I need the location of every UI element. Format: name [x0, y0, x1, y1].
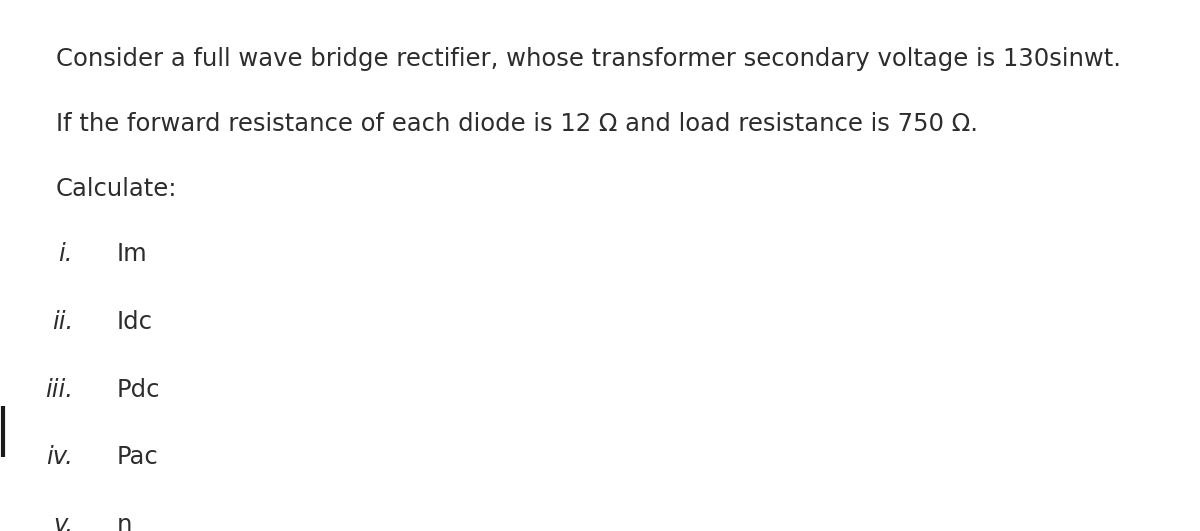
Text: η: η: [116, 513, 132, 531]
Text: v.: v.: [53, 513, 73, 531]
Text: Im: Im: [116, 242, 148, 267]
Text: Consider a full wave bridge rectifier, whose transformer secondary voltage is 13: Consider a full wave bridge rectifier, w…: [55, 47, 1121, 71]
Text: ii.: ii.: [52, 310, 73, 334]
Text: Pac: Pac: [116, 445, 158, 469]
Text: iv.: iv.: [46, 445, 73, 469]
Text: Pdc: Pdc: [116, 378, 160, 401]
Text: If the forward resistance of each diode is 12 Ω and load resistance is 750 Ω.: If the forward resistance of each diode …: [55, 112, 978, 136]
Text: i.: i.: [59, 242, 73, 267]
Text: iii.: iii.: [44, 378, 73, 401]
Text: Idc: Idc: [116, 310, 152, 334]
Text: Calculate:: Calculate:: [55, 177, 178, 201]
